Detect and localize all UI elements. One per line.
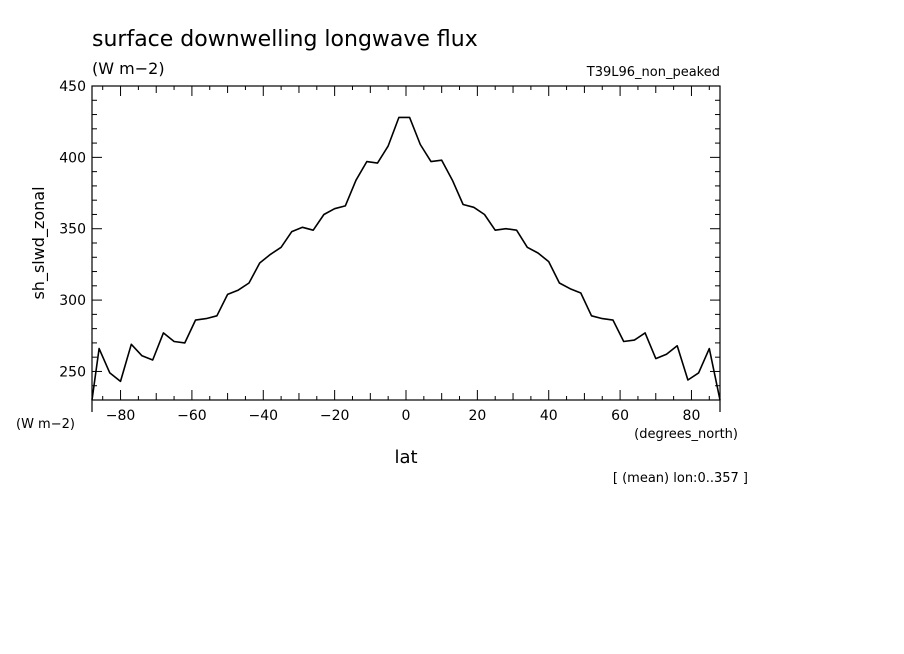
chart-subtitle-units: (W m−2) <box>92 59 165 78</box>
chart-title: surface downwelling longwave flux <box>92 27 478 52</box>
y-axis-label: sh_slwd_zonal <box>29 186 49 299</box>
y-tick-label: 450 <box>59 79 86 95</box>
experiment-label: T39L96_non_peaked <box>586 65 720 80</box>
footnote: [ (mean) lon:0..357 ] <box>613 471 748 486</box>
x-tick-label: 80 <box>683 408 701 424</box>
x-axis-label: lat <box>394 447 417 468</box>
series-line <box>91 116 721 401</box>
x-tick-label: 40 <box>540 408 558 424</box>
x-tick-label: −40 <box>248 408 278 424</box>
x-axis: −80 −60 −40 −20 0 20 40 60 80 <box>91 86 721 424</box>
x-tick-label: −60 <box>177 408 207 424</box>
y-tick-label: 350 <box>59 222 86 238</box>
plot-frame <box>91 85 721 401</box>
x-units-label: (degrees_north) <box>634 427 738 442</box>
y-units-label: (W m−2) <box>16 417 75 432</box>
x-tick-label: −20 <box>320 408 350 424</box>
y-tick-label: 300 <box>59 293 86 309</box>
y-axis: 250 300 350 400 450 <box>59 79 720 401</box>
x-tick-label: 0 <box>402 408 411 424</box>
x-tick-label: 60 <box>611 408 629 424</box>
x-tick-label: −80 <box>106 408 136 424</box>
y-tick-label: 250 <box>59 364 86 380</box>
y-tick-label: 400 <box>59 150 86 166</box>
x-tick-label: 20 <box>468 408 486 424</box>
